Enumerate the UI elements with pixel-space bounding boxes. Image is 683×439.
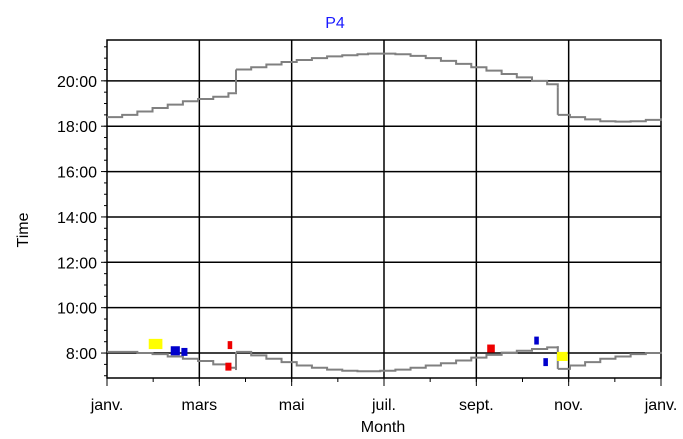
series-line — [236, 52, 559, 88]
data-marker — [170, 346, 180, 356]
x-tick-label: mai — [279, 397, 305, 414]
grid — [107, 40, 661, 378]
x-tick-label: janv. — [90, 397, 124, 414]
data-marker — [557, 351, 568, 361]
y-tick-label: 12:00 — [57, 255, 97, 272]
x-tick-label: mars — [182, 397, 218, 414]
y-tick-label: 16:00 — [57, 165, 97, 182]
series-lines — [107, 52, 662, 373]
y-tick-label: 20:00 — [57, 74, 97, 91]
y-tick-label: 14:00 — [57, 210, 97, 227]
data-marker — [487, 344, 495, 353]
data-marker — [148, 338, 163, 350]
y-tick-label: 18:00 — [57, 119, 97, 136]
data-marker — [181, 347, 188, 356]
x-tick-label: janv. — [644, 397, 678, 414]
series-line — [557, 113, 662, 123]
x-tick-label: nov. — [554, 397, 583, 414]
data-marker — [534, 336, 539, 345]
minor-ticks — [101, 46, 662, 386]
y-tick-label: 10:00 — [57, 301, 97, 318]
x-tick-labels: janv. mars mai juil. sept. nov. janv. — [90, 397, 678, 414]
series-line — [557, 351, 662, 370]
x-axis-title: Month — [361, 419, 405, 436]
data-marker — [225, 362, 232, 371]
series-line — [107, 92, 238, 119]
series-line — [236, 346, 559, 373]
markers — [148, 336, 568, 371]
x-tick-label: juil. — [371, 397, 396, 414]
data-marker — [227, 341, 233, 350]
data-marker — [543, 358, 548, 367]
y-tick-label: 8:00 — [66, 346, 97, 363]
y-tick-labels: 8:00 10:00 12:00 14:00 16:00 18:00 20:00 — [57, 74, 97, 363]
y-axis-title: Time — [15, 212, 32, 247]
x-tick-label: sept. — [459, 397, 494, 414]
chart-title: P4 — [325, 15, 345, 32]
